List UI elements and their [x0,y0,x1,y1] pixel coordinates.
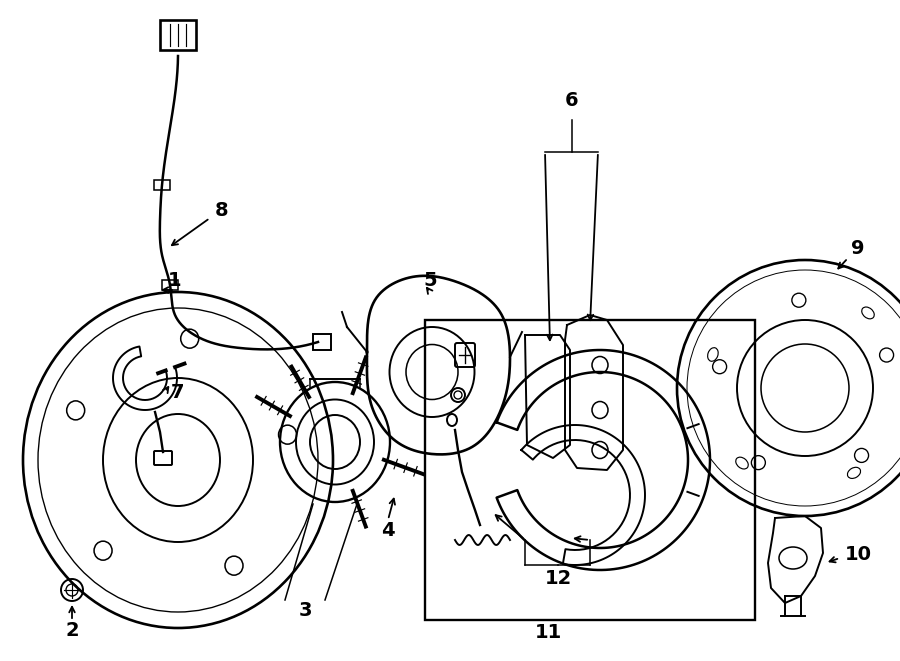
Text: 5: 5 [423,270,436,290]
Text: 11: 11 [535,623,562,641]
Text: 7: 7 [171,383,184,401]
Text: 6: 6 [565,91,579,110]
Text: 9: 9 [851,239,865,258]
Text: 12: 12 [544,568,572,588]
Text: 4: 4 [382,520,395,539]
Text: 8: 8 [215,200,229,219]
Text: 2: 2 [65,621,79,639]
Text: 1: 1 [168,270,182,290]
Bar [425,320,755,620]
Text: 3: 3 [298,600,311,619]
Text: 10: 10 [844,545,871,564]
